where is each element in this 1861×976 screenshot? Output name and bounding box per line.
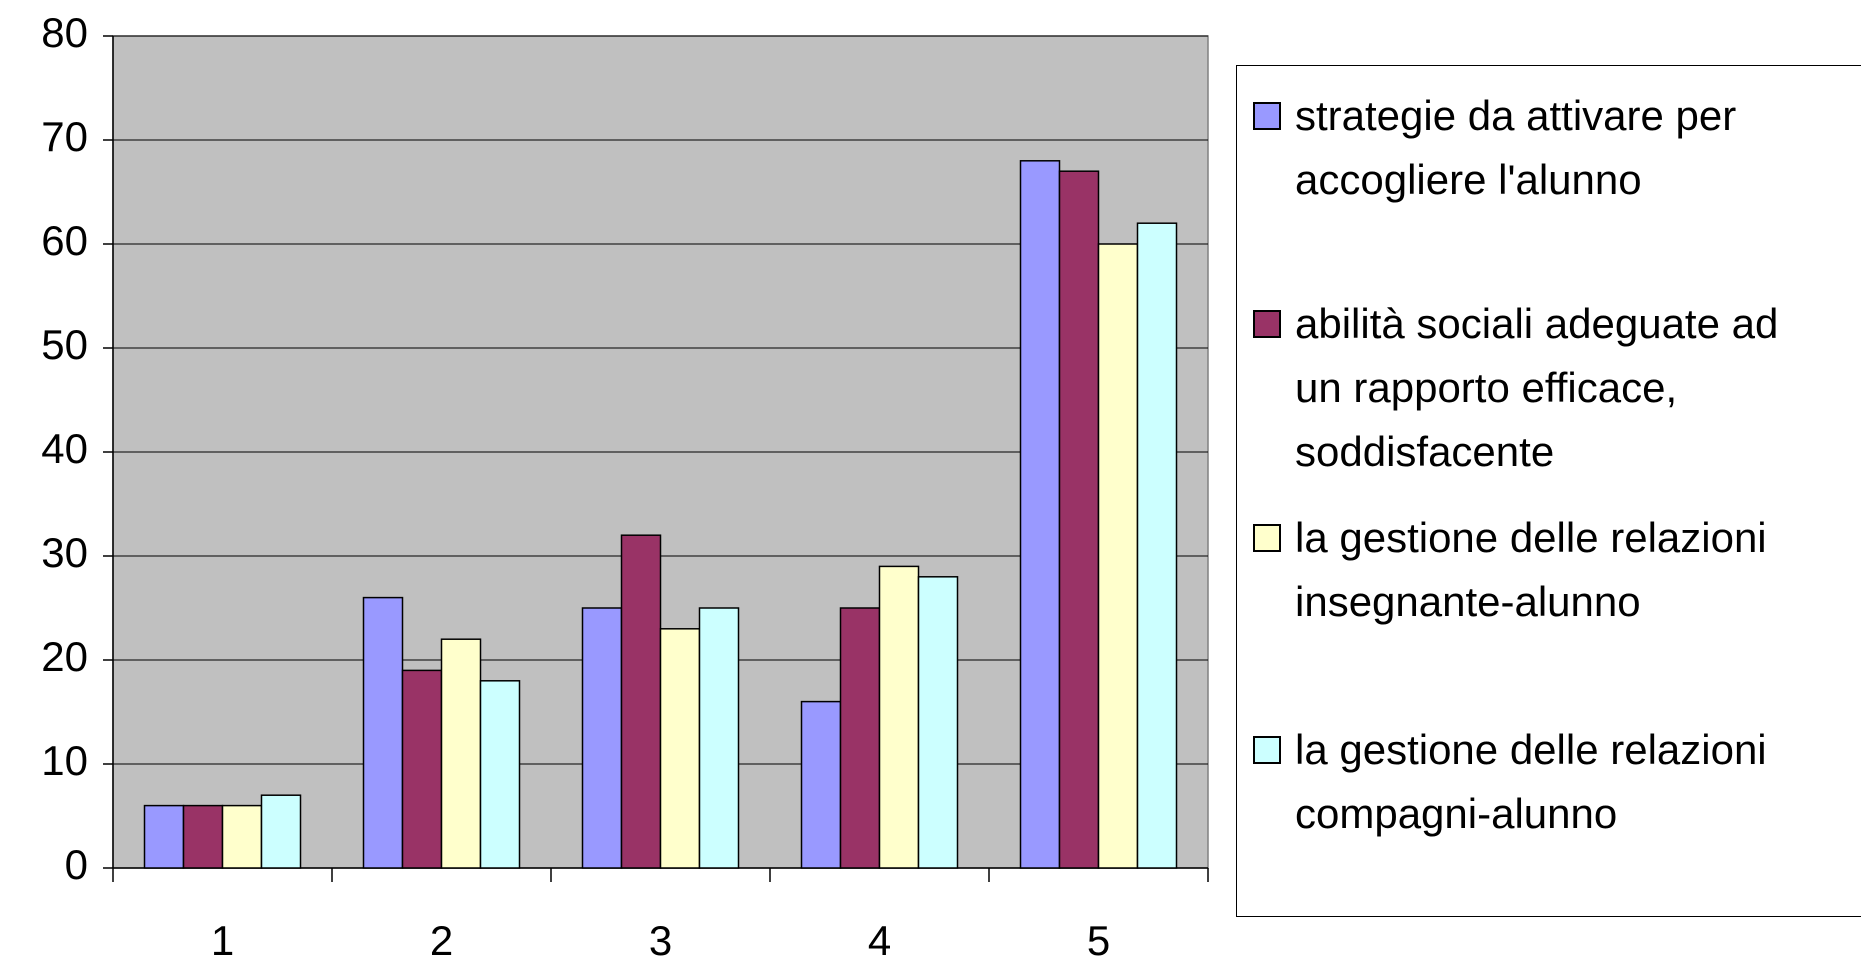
- legend-swatch: [1253, 310, 1281, 338]
- y-tick-label: 40: [41, 425, 88, 472]
- bar: [917, 576, 959, 869]
- x-tick-label: 3: [649, 917, 672, 964]
- bar: [1019, 160, 1061, 869]
- legend-label: abilità sociali adeguate ad un rapporto …: [1295, 300, 1779, 475]
- bar: [440, 638, 482, 869]
- bar: [143, 804, 185, 869]
- bar: [362, 596, 404, 869]
- bar: [659, 628, 701, 869]
- legend-entry: la gestione delle relazioni insegnante-a…: [1253, 506, 1853, 634]
- bar: [698, 607, 740, 869]
- bar: [1136, 222, 1178, 869]
- bar: [581, 607, 623, 869]
- y-tick-label: 0: [65, 841, 88, 888]
- y-tick-label: 20: [41, 633, 88, 680]
- bar: [839, 607, 881, 869]
- bar: [260, 794, 302, 869]
- legend-entry: abilità sociali adeguate ad un rapporto …: [1253, 292, 1853, 484]
- bar: [479, 680, 521, 869]
- legend-label: la gestione delle relazioni compagni-alu…: [1295, 726, 1767, 837]
- y-tick-label: 30: [41, 529, 88, 576]
- y-tick-label: 50: [41, 321, 88, 368]
- bar: [1097, 243, 1139, 869]
- legend-entry: strategie da attivare per accogliere l'a…: [1253, 84, 1853, 212]
- y-tick-label: 80: [41, 9, 88, 56]
- y-tick-label: 10: [41, 737, 88, 784]
- legend: strategie da attivare per accogliere l'a…: [1236, 65, 1861, 917]
- legend-swatch: [1253, 102, 1281, 130]
- legend-label: strategie da attivare per accogliere l'a…: [1295, 92, 1737, 203]
- y-tick-label: 70: [41, 113, 88, 160]
- legend-label: la gestione delle relazioni insegnante-a…: [1295, 514, 1767, 625]
- x-tick-label: 2: [430, 917, 453, 964]
- bar: [878, 565, 920, 869]
- legend-swatch: [1253, 524, 1281, 552]
- y-tick-label: 60: [41, 217, 88, 264]
- bar: [1058, 170, 1100, 869]
- x-tick-label: 4: [868, 917, 891, 964]
- x-tick-label: 1: [211, 917, 234, 964]
- bar: [182, 804, 224, 869]
- legend-entry: la gestione delle relazioni compagni-alu…: [1253, 718, 1853, 846]
- x-tick-label: 5: [1087, 917, 1110, 964]
- bar: [620, 534, 662, 869]
- bar: [800, 700, 842, 869]
- legend-swatch: [1253, 736, 1281, 764]
- bar: [221, 804, 263, 869]
- bar: [401, 669, 443, 869]
